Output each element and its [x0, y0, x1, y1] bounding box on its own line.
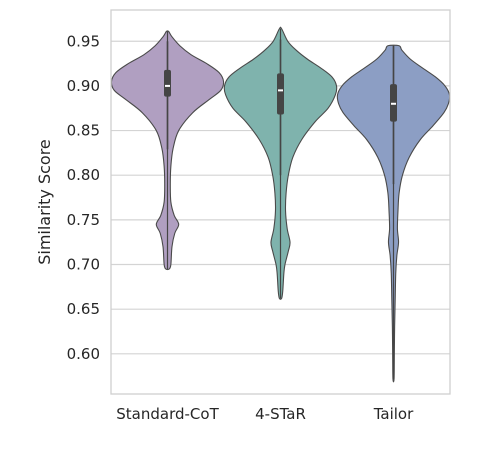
- y-tick-label: 0.65: [67, 300, 100, 318]
- x-tick-label: 4-STaR: [255, 405, 306, 423]
- violin-iqr-box: [164, 69, 171, 97]
- y-tick-label: 0.90: [67, 77, 100, 95]
- y-tick-label: 0.95: [67, 32, 100, 50]
- violin-iqr-box: [277, 73, 284, 115]
- y-tick-labels: 0.60 0.65 0.70 0.75 0.80 0.85 0.90 0.95: [67, 32, 100, 363]
- y-tick-label: 0.70: [67, 256, 100, 274]
- plot-frame: [110, 9, 451, 395]
- x-tick-labels: Standard-CoT 4-STaR Tailor: [116, 405, 414, 423]
- violin-tailor: [336, 44, 451, 383]
- y-axis-label: Similarity Score: [35, 139, 54, 265]
- violins: [110, 26, 451, 383]
- y-tick-label: 0.75: [67, 211, 100, 229]
- x-tick-label: Standard-CoT: [116, 405, 219, 423]
- y-tick-label: 0.80: [67, 166, 100, 184]
- y-tick-label: 0.85: [67, 122, 100, 140]
- violin-standard-cot: [110, 30, 225, 271]
- y-tick-label: 0.60: [67, 345, 100, 363]
- violin-4-star: [223, 26, 338, 300]
- x-tick-label: Tailor: [373, 405, 414, 423]
